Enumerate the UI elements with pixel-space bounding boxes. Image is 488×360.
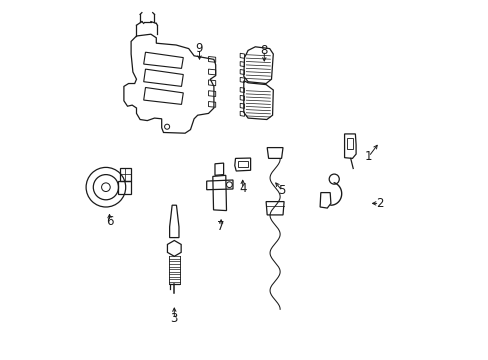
Text: 4: 4	[239, 183, 246, 195]
Text: 5: 5	[278, 184, 285, 197]
Text: 7: 7	[217, 220, 224, 233]
Text: 9: 9	[195, 42, 203, 55]
Text: 2: 2	[375, 197, 383, 210]
Text: 3: 3	[170, 312, 178, 325]
Text: 6: 6	[105, 215, 113, 228]
Text: 8: 8	[260, 44, 267, 57]
Text: 1: 1	[364, 150, 372, 163]
